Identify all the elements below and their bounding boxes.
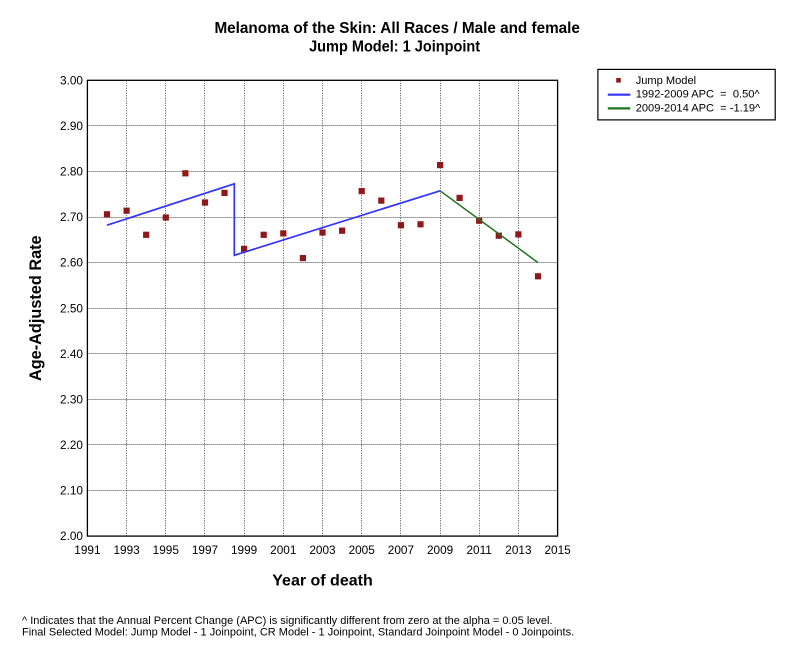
svg-text:^ Indicates that the Annual Pe: ^ Indicates that the Annual Percent Chan… xyxy=(22,615,553,627)
svg-text:2.10: 2.10 xyxy=(60,484,83,498)
svg-text:3.00: 3.00 xyxy=(60,73,83,87)
svg-text:2013: 2013 xyxy=(505,543,532,557)
svg-text:2.40: 2.40 xyxy=(60,347,83,361)
svg-text:2009-2014 APC = -1.19^: 2009-2014 APC = -1.19^ xyxy=(636,102,761,114)
svg-text:1995: 1995 xyxy=(153,543,180,557)
svg-text:2.60: 2.60 xyxy=(60,256,83,270)
svg-text:2003: 2003 xyxy=(309,543,336,557)
svg-text:Year of death: Year of death xyxy=(272,573,372,590)
svg-text:Jump Model: Jump Model xyxy=(636,75,696,87)
svg-text:2.70: 2.70 xyxy=(60,210,83,224)
svg-text:1997: 1997 xyxy=(192,543,218,557)
svg-text:Age-Adjusted Rate: Age-Adjusted Rate xyxy=(27,235,45,381)
svg-text:2.80: 2.80 xyxy=(60,165,83,179)
svg-text:1999: 1999 xyxy=(231,543,257,557)
svg-text:Jump Model: 1 Joinpoint: Jump Model: 1 Joinpoint xyxy=(309,39,480,56)
svg-text:2011: 2011 xyxy=(467,543,492,557)
svg-text:1991: 1991 xyxy=(74,543,100,557)
svg-text:2005: 2005 xyxy=(349,543,376,557)
svg-text:2.50: 2.50 xyxy=(60,301,83,315)
svg-text:2015: 2015 xyxy=(544,543,571,557)
svg-text:Final Selected Model: Jump Mod: Final Selected Model: Jump Model - 1 Joi… xyxy=(22,627,574,639)
svg-text:2007: 2007 xyxy=(388,543,414,557)
svg-text:1992-2009 APC = 0.50^: 1992-2009 APC = 0.50^ xyxy=(636,89,761,101)
svg-text:2009: 2009 xyxy=(427,543,453,557)
svg-text:2001: 2001 xyxy=(270,543,296,557)
svg-text:2.00: 2.00 xyxy=(60,529,83,543)
svg-text:Melanoma of the Skin: All Race: Melanoma of the Skin: All Races / Male a… xyxy=(214,20,580,37)
svg-text:2.30: 2.30 xyxy=(60,393,83,407)
svg-text:2.90: 2.90 xyxy=(60,119,83,133)
svg-text:1993: 1993 xyxy=(113,543,140,557)
svg-text:2.20: 2.20 xyxy=(60,438,83,452)
